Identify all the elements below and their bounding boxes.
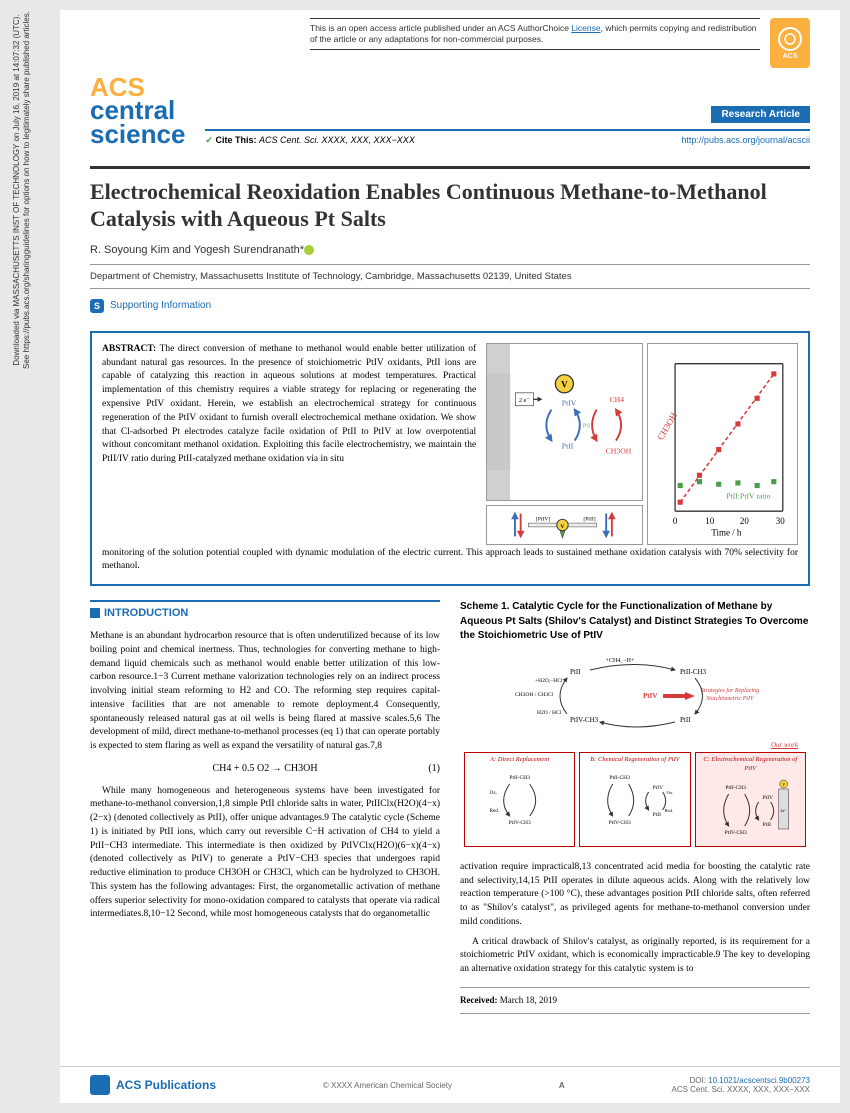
top-banner: This is an open access article published… [60,10,840,72]
svg-text:2 e⁻: 2 e⁻ [519,397,530,404]
download-info-sidebar: Downloaded via MASSACHUSETTS INST OF TEC… [12,0,33,390]
cite-row: ✔ Cite This: ACS Cent. Sci. XXXX, XXX, X… [205,129,810,146]
equation-1: CH4 + 0.5 O2 → CH3OH (1) [90,762,440,777]
svg-text:Stoichiometric PtIV: Stoichiometric PtIV [706,696,755,702]
svg-text:Ox.: Ox. [490,791,497,796]
our-work-label: Our work [464,740,806,750]
page-number: A [559,1081,565,1090]
article-title: Electrochemical Reoxidation Enables Cont… [90,179,810,232]
svg-text:20: 20 [740,516,749,526]
scheme-1-figure: +CH4, −H+ PtII PtII-CH3 PtIV-CH3 PtII Pt… [460,650,810,851]
svg-text:PtII: PtII [583,423,593,430]
scheme-box-a: A: Direct Replacement PtII-CH3 PtIV-CH3 … [464,752,575,847]
orcid-icon [304,245,314,255]
svg-text:[PtII]: [PtII] [584,516,596,522]
svg-text:+CH4, −H+: +CH4, −H+ [606,658,635,664]
supp-info-icon: S [90,299,104,313]
authors: R. Soyoung Kim and Yogesh Surendranath* [90,244,810,256]
svg-text:CH4: CH4 [610,395,625,404]
right-column: Scheme 1. Catalytic Cycle for the Functi… [460,600,810,1014]
article-page: This is an open access article published… [60,10,840,1103]
col2-p1: activation require impractical8,13 conce… [460,861,810,930]
copyright: © XXXX American Chemical Society [323,1081,452,1090]
svg-text:0: 0 [673,516,678,526]
svg-text:+H2O,−HCl: +H2O,−HCl [535,678,563,684]
svg-text:Red.: Red. [665,808,673,813]
logo-row: ACS central science Research Article ✔ C… [60,72,840,154]
svg-text:10: 10 [705,516,714,526]
svg-text:H2O / HCl: H2O / HCl [537,710,562,716]
license-link[interactable]: License [571,23,600,33]
abstract-continued: monitoring of the solution potential cou… [102,547,798,575]
scheme-box-c: C: Electrochemical Regeneration of PtIV … [695,752,806,847]
svg-text:PtIV: PtIV [653,785,663,791]
scheme-box-b: B: Chemical Regeneration of PtIV PtII-CH… [579,752,690,847]
svg-text:PtII-CH3: PtII-CH3 [725,785,746,791]
svg-text:Red.: Red. [490,809,499,814]
intro-p1: Methane is an abundant hydrocarbon resou… [90,630,440,754]
abstract-box: ABSTRACT: The direct conversion of metha… [90,331,810,586]
intro-p2: While many homogeneous and heterogeneous… [90,785,440,923]
checkmark-icon: ✔ [205,135,213,145]
svg-text:PtII: PtII [562,441,574,450]
svg-text:PtIV: PtIV [762,795,772,801]
svg-text:PtIV-CH3: PtIV-CH3 [570,716,599,724]
svg-text:PtIV: PtIV [562,399,577,408]
svg-text:PtII-CH3: PtII-CH3 [680,668,707,676]
open-access-notice: This is an open access article published… [310,18,760,50]
page-footer: ACS Publications © XXXX American Chemica… [60,1066,840,1103]
acs-publications-logo: ACS Publications [90,1075,216,1095]
svg-text:PtII: PtII [570,668,581,676]
left-column: INTRODUCTION Methane is an abundant hydr… [90,600,440,1014]
journal-url-link[interactable]: http://pubs.acs.org/journal/acscii [681,135,810,146]
svg-text:PtIV-CH3: PtIV-CH3 [609,820,631,826]
abstract-time-chart: CH3OH PtII:PtIV rat [647,343,798,545]
supporting-info-link[interactable]: S Supporting Information [90,299,810,313]
doi-link[interactable]: 10.1021/acscentsci.9b00273 [708,1076,810,1085]
svg-text:PtII-CH3: PtII-CH3 [610,775,631,781]
svg-text:PtII: PtII [680,716,691,724]
svg-text:PtIV-CH3: PtIV-CH3 [724,830,746,836]
acs-central-science-logo: ACS central science [90,76,185,146]
scheme-1-title: Scheme 1. Catalytic Cycle for the Functi… [460,600,810,644]
svg-text:PtIV: PtIV [643,692,657,700]
abstract-text: ABSTRACT: The direct conversion of metha… [102,343,798,545]
svg-text:Ox.: Ox. [667,790,674,795]
svg-text:V: V [561,380,568,390]
affiliation: Department of Chemistry, Massachusetts I… [90,264,810,289]
svg-text:PtIV-CH3: PtIV-CH3 [509,820,531,826]
abstract-balance-diagram: [PtIV] V [PtII] [486,505,643,545]
col2-p2: A critical drawback of Shilov's catalyst… [460,936,810,977]
intro-heading: INTRODUCTION [90,600,440,622]
footer-citation: ACS Cent. Sci. XXXX, XXX, XXX−XXX [671,1085,810,1094]
svg-text:PtII:PtIV ratio: PtII:PtIV ratio [726,491,770,500]
body-columns: INTRODUCTION Methane is an abundant hydr… [60,586,840,1024]
svg-text:PtII-CH3: PtII-CH3 [509,775,530,781]
svg-text:2e⁻: 2e⁻ [780,808,787,813]
svg-text:PtII: PtII [762,822,770,828]
svg-text:V: V [782,782,785,787]
acs-author-choice-badge: ACS [770,18,810,68]
svg-text:CH3OH / CH3Cl: CH3OH / CH3Cl [515,692,554,698]
svg-text:[PtIV]: [PtIV] [536,516,551,522]
svg-text:30: 30 [776,516,785,526]
received-date: Received: March 18, 2019 [460,987,810,1014]
abstract-cycle-diagram: V 2 e⁻ PtIV PtII CH4 CH3OH [486,343,643,501]
svg-text:Time / h: Time / h [711,527,742,537]
svg-text:CH3OH: CH3OH [606,446,632,455]
graphical-abstract: V 2 e⁻ PtIV PtII CH4 CH3OH [486,343,798,545]
article-type-badge: Research Article [711,106,810,123]
svg-text:Strategies for Replacing: Strategies for Replacing [701,687,759,694]
svg-text:PtII: PtII [653,812,661,818]
title-section: Electrochemical Reoxidation Enables Cont… [60,154,840,331]
